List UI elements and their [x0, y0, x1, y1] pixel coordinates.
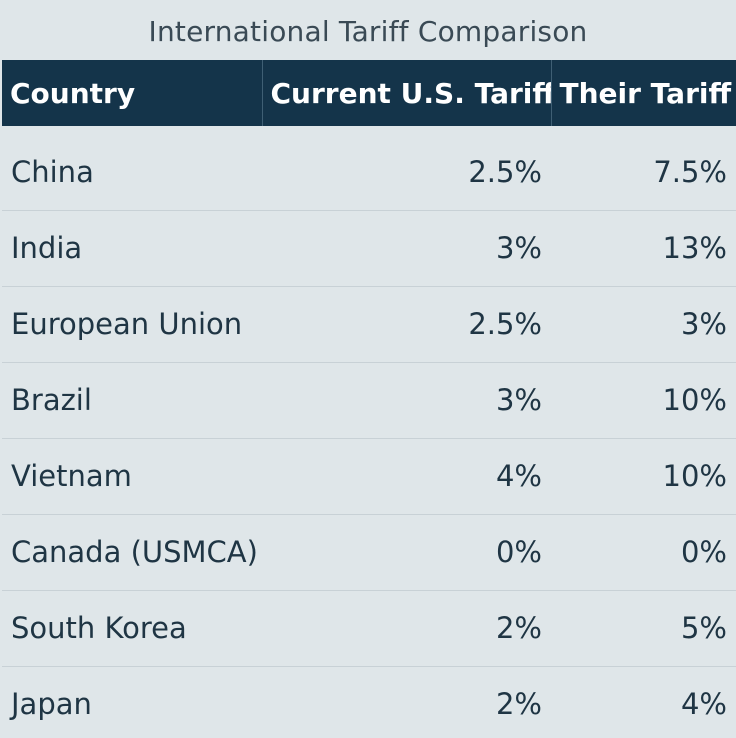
cell-country: Vietnam: [11, 459, 132, 493]
cell-country: South Korea: [11, 611, 187, 645]
cell-us-tariff: 3%: [495, 383, 542, 417]
header-their-tariff: Their Tariff: [550, 60, 736, 126]
table-row: Japan 2% 4%: [2, 666, 736, 738]
table-body: China 2.5% 7.5% India 3% 13% European Union 2.5…: [2, 126, 736, 738]
cell-us-tariff: 2.5%: [468, 307, 542, 341]
table-row: India 3% 13%: [2, 210, 736, 286]
table-row: China 2.5% 7.5%: [2, 134, 736, 210]
header-us-tariff: Current U.S. Tariff: [261, 60, 551, 126]
cell-us-tariff: 2.5%: [468, 154, 542, 189]
cell-their-tariff: 0%: [680, 535, 727, 569]
tariff-table: Country Current U.S. Tariff Their Tariff…: [2, 60, 736, 738]
table-row: Vietnam 4% 10%: [2, 438, 736, 514]
table-title: International Tariff Comparison: [148, 15, 588, 48]
cell-us-tariff: 4%: [495, 459, 542, 493]
cell-us-tariff: 0%: [495, 535, 542, 569]
table-header: Country Current U.S. Tariff Their Tariff: [2, 60, 736, 126]
cell-their-tariff: 3%: [680, 307, 727, 341]
cell-their-tariff: 5%: [680, 611, 727, 645]
cell-their-tariff: 13%: [662, 231, 727, 265]
cell-country: Canada (USMCA): [11, 535, 258, 569]
cell-country: China: [11, 154, 94, 189]
cell-country: India: [11, 231, 83, 265]
table-row: South Korea 2% 5%: [2, 590, 736, 666]
cell-country: Japan: [11, 687, 92, 722]
header-row: Country Current U.S. Tariff Their Tariff: [2, 60, 736, 126]
cell-their-tariff: 10%: [662, 383, 727, 417]
header-gap: [2, 126, 736, 134]
cell-country: Brazil: [11, 383, 92, 417]
cell-us-tariff: 2%: [495, 611, 542, 645]
header-country: Country: [10, 76, 136, 110]
table-row: European Union 2.5% 3%: [2, 286, 736, 362]
cell-country: European Union: [11, 307, 243, 341]
cell-their-tariff: 10%: [662, 459, 727, 493]
cell-us-tariff: 2%: [495, 687, 542, 722]
cell-us-tariff: 3%: [495, 231, 542, 265]
cell-their-tariff: 4%: [680, 687, 727, 722]
cell-their-tariff: 7.5%: [653, 154, 727, 189]
table-row: Brazil 3% 10%: [2, 362, 736, 438]
table-row: Canada (USMCA) 0% 0%: [2, 514, 736, 590]
